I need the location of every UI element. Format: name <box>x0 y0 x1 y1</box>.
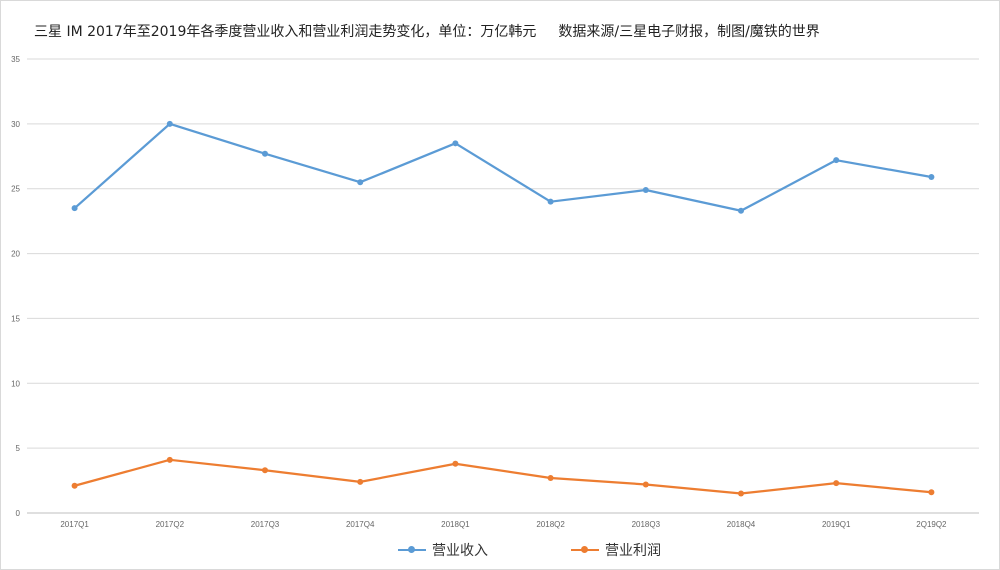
x-tick-label: 2018Q2 <box>536 520 565 529</box>
data-point <box>642 481 649 488</box>
data-point <box>357 478 364 485</box>
y-tick-label: 35 <box>11 55 20 64</box>
data-point <box>833 480 840 487</box>
x-tick-label: 2017Q1 <box>60 520 89 529</box>
y-tick-label: 10 <box>11 379 20 388</box>
legend-label: 营业收入 <box>432 543 488 559</box>
data-point <box>71 482 78 489</box>
x-tick-label: 2Q19Q2 <box>916 520 947 529</box>
data-point <box>928 489 935 496</box>
legend-item: 营业利润 <box>571 540 661 560</box>
x-tick-label: 2017Q3 <box>251 520 280 529</box>
legend-swatch <box>398 543 426 557</box>
data-point <box>71 205 78 212</box>
source-text: 数据来源/三星电子财报，制图/魔铁的世界 <box>558 24 820 40</box>
y-tick-label: 30 <box>11 120 20 129</box>
chart-title: 三星 IM 2017年至2019年各季度营业收入和营业利润走势变化，单位：万亿韩… <box>34 21 820 41</box>
x-tick-label: 2019Q1 <box>822 520 851 529</box>
data-point <box>452 140 459 147</box>
x-tick-label: 2018Q4 <box>727 520 756 529</box>
legend-label: 营业利润 <box>605 543 661 559</box>
x-tick-label: 2017Q4 <box>346 520 375 529</box>
data-point <box>642 187 649 194</box>
data-point <box>166 120 173 127</box>
data-point <box>928 174 935 181</box>
x-tick-label: 2018Q1 <box>441 520 470 529</box>
y-tick-label: 20 <box>11 250 20 259</box>
x-tick-label: 2017Q2 <box>156 520 185 529</box>
title-text: 三星 IM 2017年至2019年各季度营业收入和营业利润走势变化，单位：万亿韩… <box>34 24 537 40</box>
data-point <box>547 198 554 205</box>
data-point <box>547 474 554 481</box>
x-tick-label: 2018Q3 <box>632 520 661 529</box>
series-line <box>73 122 932 212</box>
y-tick-label: 15 <box>11 314 20 323</box>
y-tick-label: 25 <box>11 185 20 194</box>
series-line <box>74 458 932 495</box>
data-point <box>833 157 840 164</box>
data-point <box>262 467 268 474</box>
y-tick-label: 0 <box>16 509 21 518</box>
legend-swatch <box>571 543 599 557</box>
data-point <box>166 456 173 463</box>
data-point <box>738 207 744 214</box>
data-point <box>357 179 364 186</box>
data-point <box>452 460 459 467</box>
y-tick-label: 5 <box>16 444 21 453</box>
legend-item: 营业收入 <box>398 540 488 560</box>
data-point <box>738 490 744 497</box>
data-point <box>262 150 268 157</box>
